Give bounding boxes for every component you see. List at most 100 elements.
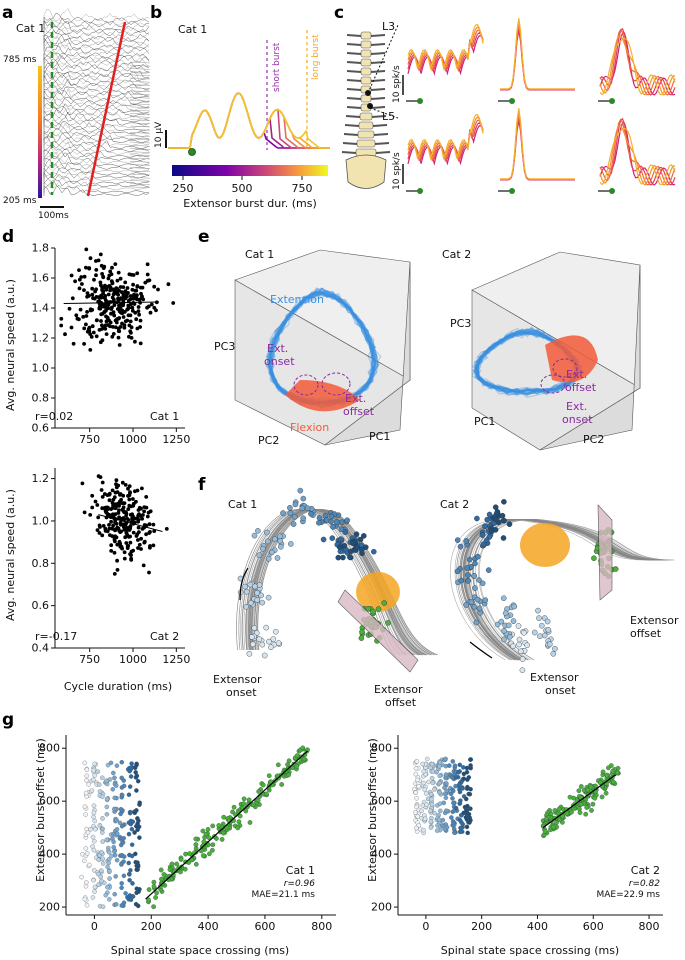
raster-trace	[43, 87, 150, 99]
data-point	[127, 497, 132, 502]
data-point	[106, 276, 111, 281]
x-tick-label: 800	[311, 920, 332, 933]
onset-point	[119, 823, 125, 829]
x-tick-label: 800	[639, 920, 660, 933]
data-point	[106, 306, 110, 310]
offset-point	[151, 879, 157, 885]
raster-tail	[129, 148, 151, 150]
state-point	[335, 554, 342, 561]
e1-ext-onset-1: Ext.	[267, 342, 288, 355]
panel-label-f: f	[198, 475, 206, 495]
state-trajectory	[267, 293, 378, 405]
data-point	[80, 282, 84, 286]
fit-line	[63, 301, 160, 304]
onset-point	[118, 811, 123, 817]
state-point	[591, 555, 597, 562]
onset-point	[100, 839, 105, 844]
axis-face	[539, 264, 641, 451]
state-point	[290, 521, 297, 527]
onset-point	[84, 767, 90, 772]
raster-trace	[43, 8, 150, 22]
data-point	[70, 296, 75, 301]
d-top-cat: Cat 1	[150, 410, 179, 423]
state-point	[515, 623, 522, 629]
offset-point	[151, 904, 156, 910]
data-point	[124, 527, 129, 532]
raster-tail	[129, 122, 151, 125]
data-point	[148, 545, 152, 550]
onset-point	[119, 885, 124, 891]
state-point	[344, 517, 351, 524]
data-point	[122, 323, 127, 328]
state-point	[270, 636, 277, 642]
state-point	[336, 544, 343, 550]
onset-point	[104, 812, 110, 817]
ext-offset-circle	[321, 372, 351, 396]
onset-point	[457, 817, 462, 823]
vertebra-process	[373, 133, 389, 136]
vertebra	[360, 94, 372, 103]
data-point	[136, 309, 141, 313]
panel-b: Cat 1 short burst long burst 10 µV 250 50…	[154, 23, 330, 210]
state-point	[468, 599, 475, 605]
raster-trace	[43, 135, 150, 150]
vertebra-process	[346, 34, 362, 37]
offset-point	[189, 857, 195, 863]
onset-point	[428, 819, 434, 824]
firing-trace	[500, 108, 575, 180]
raster-trace	[43, 53, 150, 64]
onset-point	[106, 850, 112, 855]
vertebra-process	[342, 142, 358, 145]
d-bottom-cat: Cat 2	[150, 630, 179, 643]
x-tick-label: 200	[471, 920, 492, 933]
raster-trace	[43, 107, 150, 120]
state-point	[370, 548, 377, 555]
vertebra	[356, 139, 376, 148]
raster-trace	[43, 123, 150, 135]
offset-point	[542, 828, 548, 834]
state-point	[511, 603, 518, 610]
onset-point	[429, 796, 434, 802]
offset-point	[305, 747, 310, 753]
state-trajectory	[472, 330, 579, 394]
fit-line	[98, 514, 163, 533]
data-point	[148, 530, 152, 534]
firing-trace	[500, 111, 575, 180]
vertebra-process	[341, 151, 357, 154]
raster-tail	[129, 64, 151, 67]
onset-point	[92, 818, 97, 824]
panel-b-scale-label: 10 µV	[154, 121, 164, 148]
onset-point	[91, 868, 97, 873]
data-point	[103, 323, 108, 328]
data-point	[128, 552, 133, 556]
state-trajectory	[475, 329, 582, 395]
onset-point	[450, 759, 456, 764]
state-point	[516, 641, 522, 648]
state-point	[506, 521, 513, 528]
data-point	[145, 262, 150, 267]
onset-point	[83, 812, 88, 817]
vertebra-process	[370, 97, 386, 100]
emg-trace	[168, 92, 330, 149]
state-point	[506, 634, 513, 640]
data-point	[112, 572, 117, 576]
state-point	[476, 577, 482, 583]
data-point	[118, 307, 123, 312]
onset-point	[127, 810, 133, 816]
state-point	[488, 528, 495, 535]
onset-point	[420, 803, 426, 808]
vertebra	[360, 40, 372, 49]
data-point	[121, 285, 126, 289]
data-point	[90, 308, 95, 312]
offset-point	[260, 782, 266, 788]
data-point	[110, 334, 115, 339]
state-point	[265, 555, 272, 562]
state-point	[521, 630, 527, 636]
data-point	[139, 536, 144, 541]
state-point	[539, 622, 545, 629]
raster-tail	[129, 180, 151, 182]
onset-point	[96, 857, 101, 863]
state-point	[454, 537, 461, 543]
data-point	[116, 270, 121, 275]
onset-point	[434, 769, 439, 775]
